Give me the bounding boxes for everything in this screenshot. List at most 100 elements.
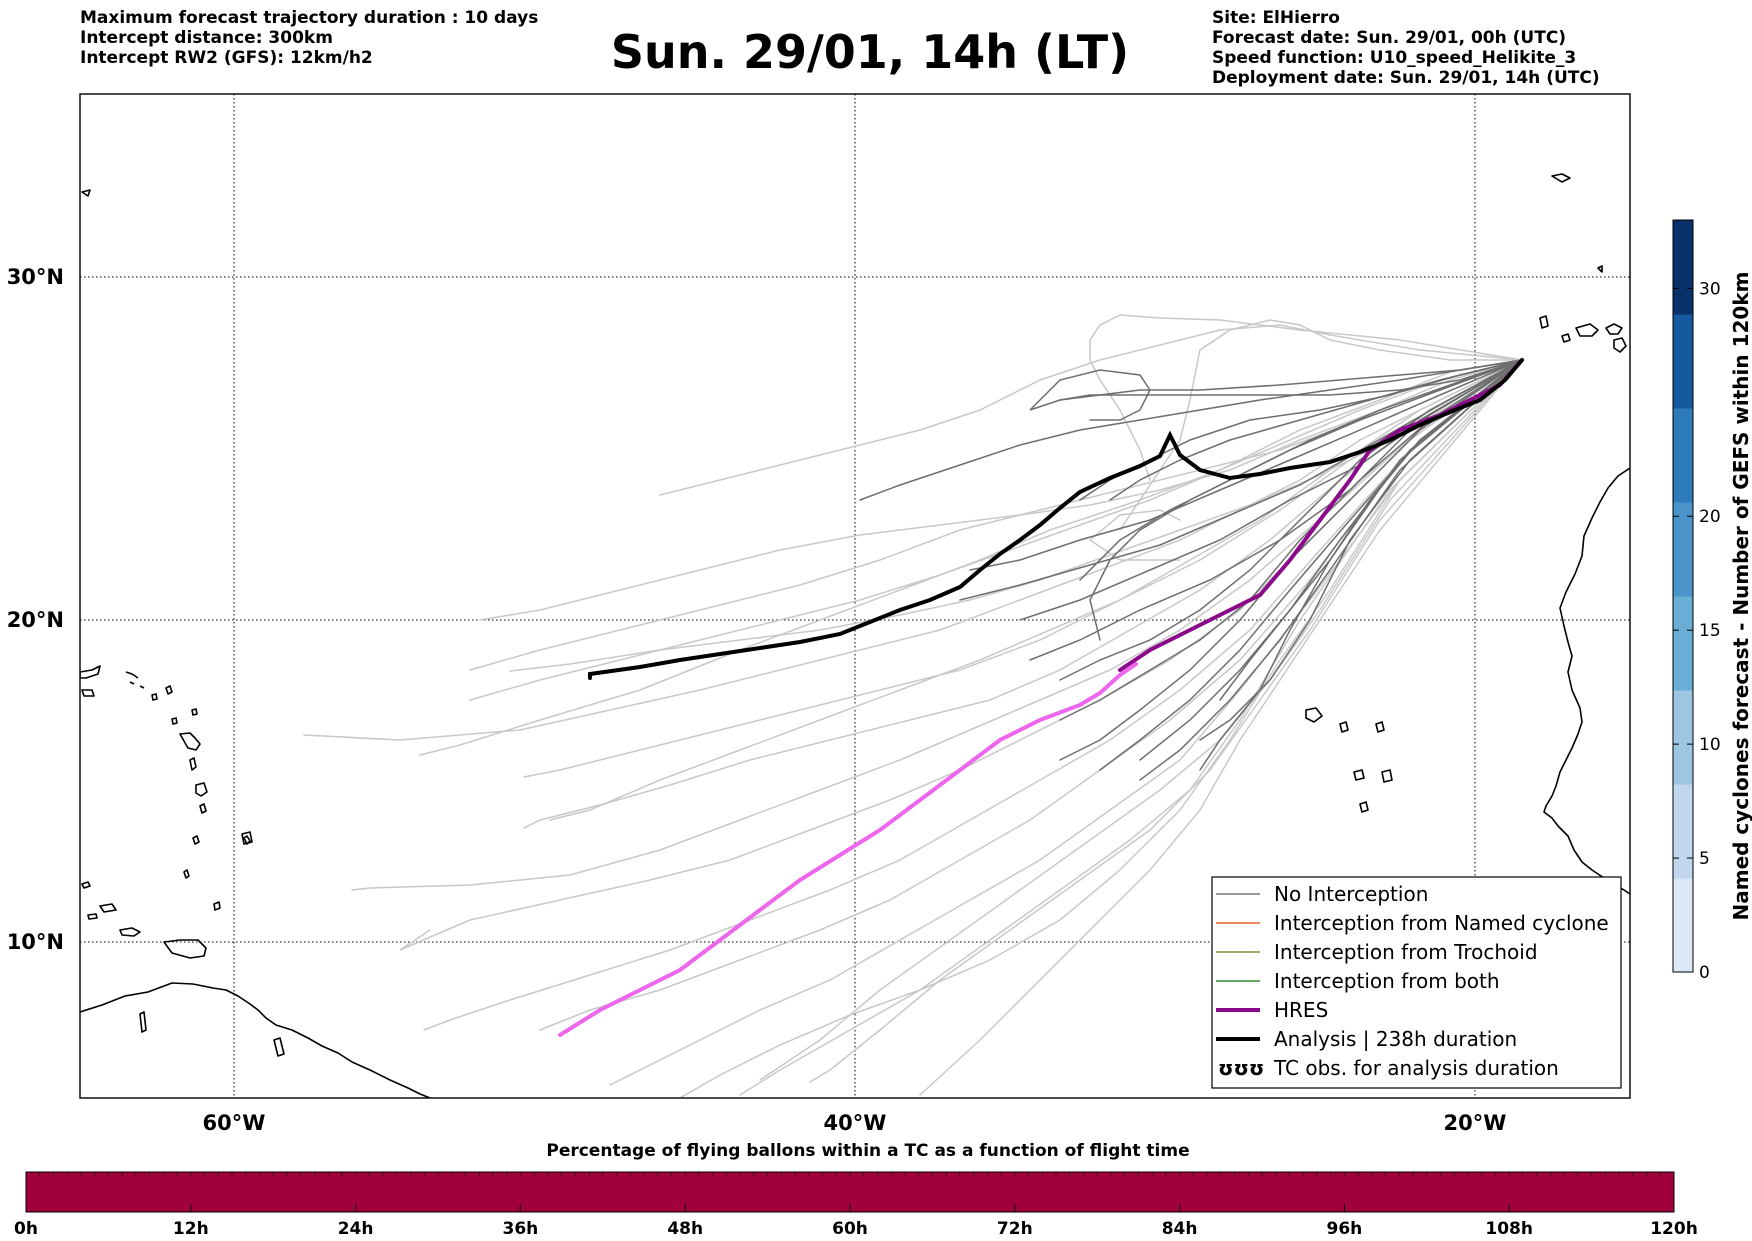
puerto-rico-coast [80,665,101,679]
colorbar-tick-label: 5 [1699,849,1710,869]
time-bar-tick-label: 24h [338,1219,374,1239]
colorbar-band [1673,408,1693,503]
madeira-coast [1551,173,1571,183]
legend-frame [1211,876,1622,1089]
lon-label-60w: 60°W [203,1111,266,1135]
st-lucia-coast [199,803,207,814]
grenada-coast [183,869,190,879]
colorbar-band [1673,878,1693,973]
time-bar-tick-label: 84h [1162,1219,1198,1239]
caribbean-islet-b [99,903,117,913]
time-bar-tick-label: 48h [667,1219,703,1239]
lat-labels: 30°N 20°N 10°N [7,265,64,954]
colorbar-band [1673,502,1693,597]
deployment-date-text: Deployment date: Sun. 29/01, 14h (UTC) [1212,68,1600,88]
legend-item: Interception from Trochoid [1216,940,1538,964]
gefs-dark-trajectory [959,359,1523,601]
legend-item: No Interception [1216,882,1428,906]
time-bar-tick-label: 36h [503,1219,539,1239]
gefs-dark-trajectory [1199,359,1523,741]
colorbar-band [1673,784,1693,879]
cape-verde-coast [1305,707,1393,813]
speed-function-text: Speed function: U10_speed_Helikite_3 [1212,48,1577,68]
analysis-trajectory-line [588,358,1524,680]
colorbar-band [1673,690,1693,785]
page-title: Sun. 29/01, 14h (LT) [610,25,1130,79]
legend-label: Analysis | 238h duration [1274,1027,1517,1051]
lon-label-40w: 40°W [824,1111,887,1135]
colorbar-tick-label: 30 [1699,279,1721,299]
gefs-light-trajectory [539,359,1523,1031]
legend-label: HRES [1274,998,1328,1022]
colorbar-band [1673,220,1693,315]
header-right-info: Site: ElHierro Forecast date: Sun. 29/01… [1212,8,1600,88]
gefs-dark-trajectory [1059,359,1523,761]
gefs-dark-trajectory [1059,359,1523,401]
gefs-light-trajectory [523,359,1523,829]
leeward-islands-coast [151,685,178,725]
colorbar-tick-label: 20 [1699,507,1721,527]
lat-label-10n: 10°N [7,930,64,954]
legend-label: Interception from both [1274,969,1500,993]
legend-item: ʊʊʊ TC obs. for analysis duration [1218,1056,1559,1080]
sahara-islet [1597,265,1603,273]
guadeloupe-coast [179,732,201,751]
antigua-coast [191,708,198,716]
legend-label: TC obs. for analysis duration [1273,1056,1559,1080]
gefs-dark-trajectory [1139,359,1523,781]
legend-label: No Interception [1274,882,1428,906]
gefs-light-trajectory [1089,314,1523,481]
intercept-rw2-text: Intercept RW2 (GFS): 12km/h2 [80,48,373,68]
caribbean-islet-c [87,913,98,920]
gefs-light-trajectory [1088,509,1181,561]
site-text: Site: ElHierro [1212,8,1340,28]
lon-label-20w: 20°W [1444,1111,1507,1135]
margarita-coast [119,927,141,937]
caribbean-islet-a [81,689,95,697]
barbados-coast [243,835,251,845]
time-bar-tick-label: 72h [997,1219,1033,1239]
forecast-date-text: Forecast date: Sun. 29/01, 00h (UTC) [1212,28,1567,48]
legend-item: Interception from both [1216,969,1500,993]
colorbar-tick-label: 10 [1699,735,1721,755]
time-bar-tick-label: 96h [1327,1219,1363,1239]
st-vincent-coast [192,835,200,845]
gefs-dark-trajectory [969,359,1523,571]
flight-time-bar-title: Percentage of flying ballons within a TC… [546,1141,1189,1161]
time-bar-tick-label: 0h [14,1219,38,1239]
gefs-light-trajectory [679,359,1523,1098]
legend-label: Interception from Trochoid [1274,940,1538,964]
lat-label-30n: 30°N [7,265,64,289]
dominica-coast [189,757,197,771]
south-america-coast [80,982,431,1098]
colorbar-title: Named cyclones forecast - Number of GEFS… [1729,272,1752,921]
gefs-light-trajectory [423,359,1523,1031]
flight-time-bar: Percentage of flying ballons within a TC… [14,1141,1698,1239]
gefs-light-trajectory [479,359,1523,621]
time-bar-tick-label: 108h [1485,1219,1533,1239]
gefs-light-trajectory [919,359,1523,1096]
map-frame [79,93,1631,1099]
colorbar: 0 5 10 15 20 30 Named cyclones forecast - Num… [1672,219,1752,983]
caribbean-islet-g [241,831,253,845]
caribbean-islet-f [273,1037,285,1057]
hres-early-segment [1118,358,1524,672]
colorbar-frame [1672,219,1694,973]
tobago-coast [213,901,221,911]
caribbean-islet-d [81,881,91,889]
header-left-info: Maximum forecast trajectory duration : 1… [80,8,538,68]
time-bar-tick-label: 12h [173,1219,209,1239]
lat-label-20n: 20°N [7,608,64,632]
legend-item: HRES [1216,998,1328,1022]
legend-box: No Interception Interception from Named c… [1211,876,1622,1089]
gefs-dark-trajectory [1199,359,1523,771]
coastlines [80,173,1630,1098]
gefs-dark-trajectory [859,359,1523,501]
colorbar-tick-label: 15 [1699,621,1721,641]
lon-labels: 60°W 40°W 20°W [203,1111,1507,1135]
colorbar-band [1673,314,1693,409]
virgin-islands-coast [125,671,145,689]
caribbean-islet-h [81,189,91,197]
time-bar-tick-label: 120h [1650,1219,1698,1239]
